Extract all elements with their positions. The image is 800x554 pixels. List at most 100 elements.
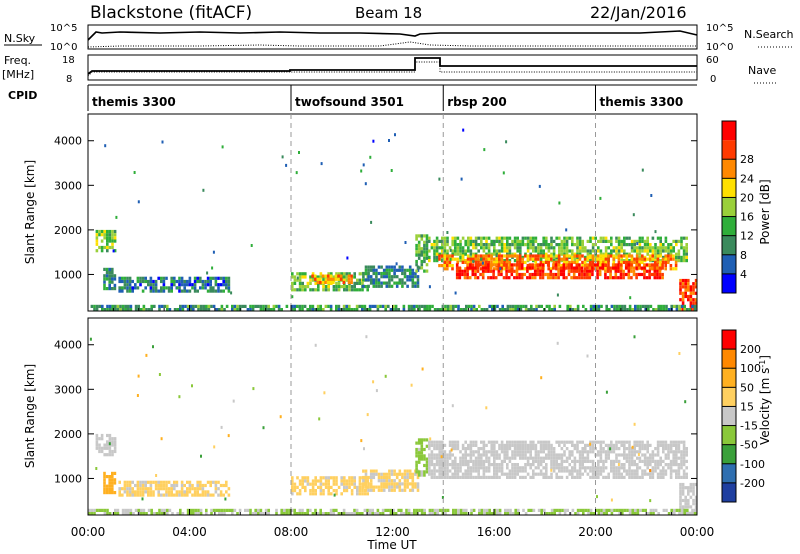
velocity-cell xyxy=(420,454,424,458)
velocity-cell xyxy=(384,508,387,512)
velocity-cell xyxy=(327,489,330,493)
velocity-cell xyxy=(98,437,101,441)
velocity-cell xyxy=(180,493,184,497)
power-cell xyxy=(541,266,545,270)
velocity-cell xyxy=(571,440,574,444)
velocity-cell xyxy=(477,456,480,460)
velocity-cell xyxy=(179,512,182,515)
power-cell xyxy=(620,239,623,243)
power-cell xyxy=(103,287,106,291)
velocity-cell xyxy=(539,447,543,451)
power-cell xyxy=(554,276,558,280)
power-cell xyxy=(113,236,117,240)
freq-tick-top: 18 xyxy=(62,55,75,66)
velocity-colorbar-swatch xyxy=(722,463,736,483)
power-scatter-cell xyxy=(502,171,505,175)
velocity-cell xyxy=(433,443,436,447)
power-cell xyxy=(654,252,657,256)
power-cell xyxy=(145,308,148,311)
velocity-cell xyxy=(454,508,458,512)
velocity-cell xyxy=(634,508,637,512)
velocity-scatter-cell xyxy=(589,442,592,446)
velocity-scatter-cell xyxy=(684,400,687,404)
power-cell xyxy=(311,272,315,276)
power-cell xyxy=(380,281,383,285)
power-cell xyxy=(599,236,603,240)
velocity-scatter-cell xyxy=(610,498,613,502)
velocity-scatter-cell xyxy=(220,425,223,429)
power-cell xyxy=(212,276,215,280)
velocity-cell xyxy=(189,508,192,512)
power-cell xyxy=(534,260,537,264)
velocity-cell xyxy=(317,479,320,483)
velocity-cell xyxy=(581,456,584,460)
power-cell xyxy=(573,260,576,264)
power-cell xyxy=(493,304,497,308)
power-cell xyxy=(433,246,436,250)
power-cell xyxy=(267,308,270,311)
power-cell xyxy=(364,268,368,272)
velocity-cell xyxy=(519,440,522,444)
y-tick-label: 3000 xyxy=(54,383,82,396)
power-cell xyxy=(372,265,376,269)
velocity-cell xyxy=(153,512,156,515)
velocity-cell xyxy=(121,512,125,515)
power-cell xyxy=(219,276,223,280)
power-cell xyxy=(451,243,454,247)
velocity-cell xyxy=(438,453,441,457)
power-cell xyxy=(547,249,551,253)
velocity-cell xyxy=(388,469,391,473)
velocity-cell xyxy=(103,475,106,479)
power-cell xyxy=(615,236,618,240)
power-cell xyxy=(469,243,473,247)
velocity-cell xyxy=(356,492,359,496)
velocity-cell xyxy=(591,440,595,444)
power-cell xyxy=(350,277,353,281)
power-cell xyxy=(578,272,581,277)
velocity-cell xyxy=(669,459,673,463)
power-cell xyxy=(204,283,207,287)
power-cell xyxy=(674,260,678,264)
velocity-colorbar-tick-label: -200 xyxy=(740,477,765,490)
velocity-cell xyxy=(675,459,678,463)
velocity-cell xyxy=(141,480,145,484)
velocity-cell xyxy=(694,505,697,509)
power-cell xyxy=(589,259,592,263)
power-cell xyxy=(144,276,147,280)
velocity-cell xyxy=(154,487,158,491)
velocity-cell xyxy=(556,508,559,512)
velocity-cell xyxy=(537,463,540,467)
power-cell xyxy=(524,243,527,247)
velocity-cell xyxy=(128,480,132,484)
velocity-cell xyxy=(116,508,120,512)
power-cell xyxy=(617,243,621,247)
power-cell xyxy=(484,266,488,270)
velocity-cell xyxy=(415,454,418,458)
power-cell xyxy=(568,236,571,240)
power-cell xyxy=(531,257,535,261)
power-cell xyxy=(643,269,646,273)
power-cell xyxy=(529,239,532,243)
power-scatter-cell xyxy=(428,285,431,289)
velocity-cell xyxy=(641,453,644,457)
velocity-cell xyxy=(98,449,101,454)
power-cell xyxy=(482,254,485,258)
power-cell xyxy=(679,282,682,286)
velocity-cell xyxy=(597,450,600,454)
nave-series xyxy=(87,61,697,77)
power-cell xyxy=(656,276,659,280)
power-cell xyxy=(443,260,446,264)
power-cell xyxy=(552,272,555,277)
power-cell xyxy=(557,269,560,273)
velocity-cell xyxy=(534,472,538,476)
power-cell xyxy=(586,257,589,261)
velocity-cell xyxy=(385,485,389,489)
power-scatter-cell xyxy=(472,260,475,263)
power-cell xyxy=(622,254,626,258)
power-cell xyxy=(472,246,475,250)
power-cell xyxy=(425,253,429,257)
power-cell xyxy=(536,272,540,277)
power-cell xyxy=(589,249,592,253)
power-cell xyxy=(362,271,365,276)
power-cell xyxy=(667,260,670,264)
